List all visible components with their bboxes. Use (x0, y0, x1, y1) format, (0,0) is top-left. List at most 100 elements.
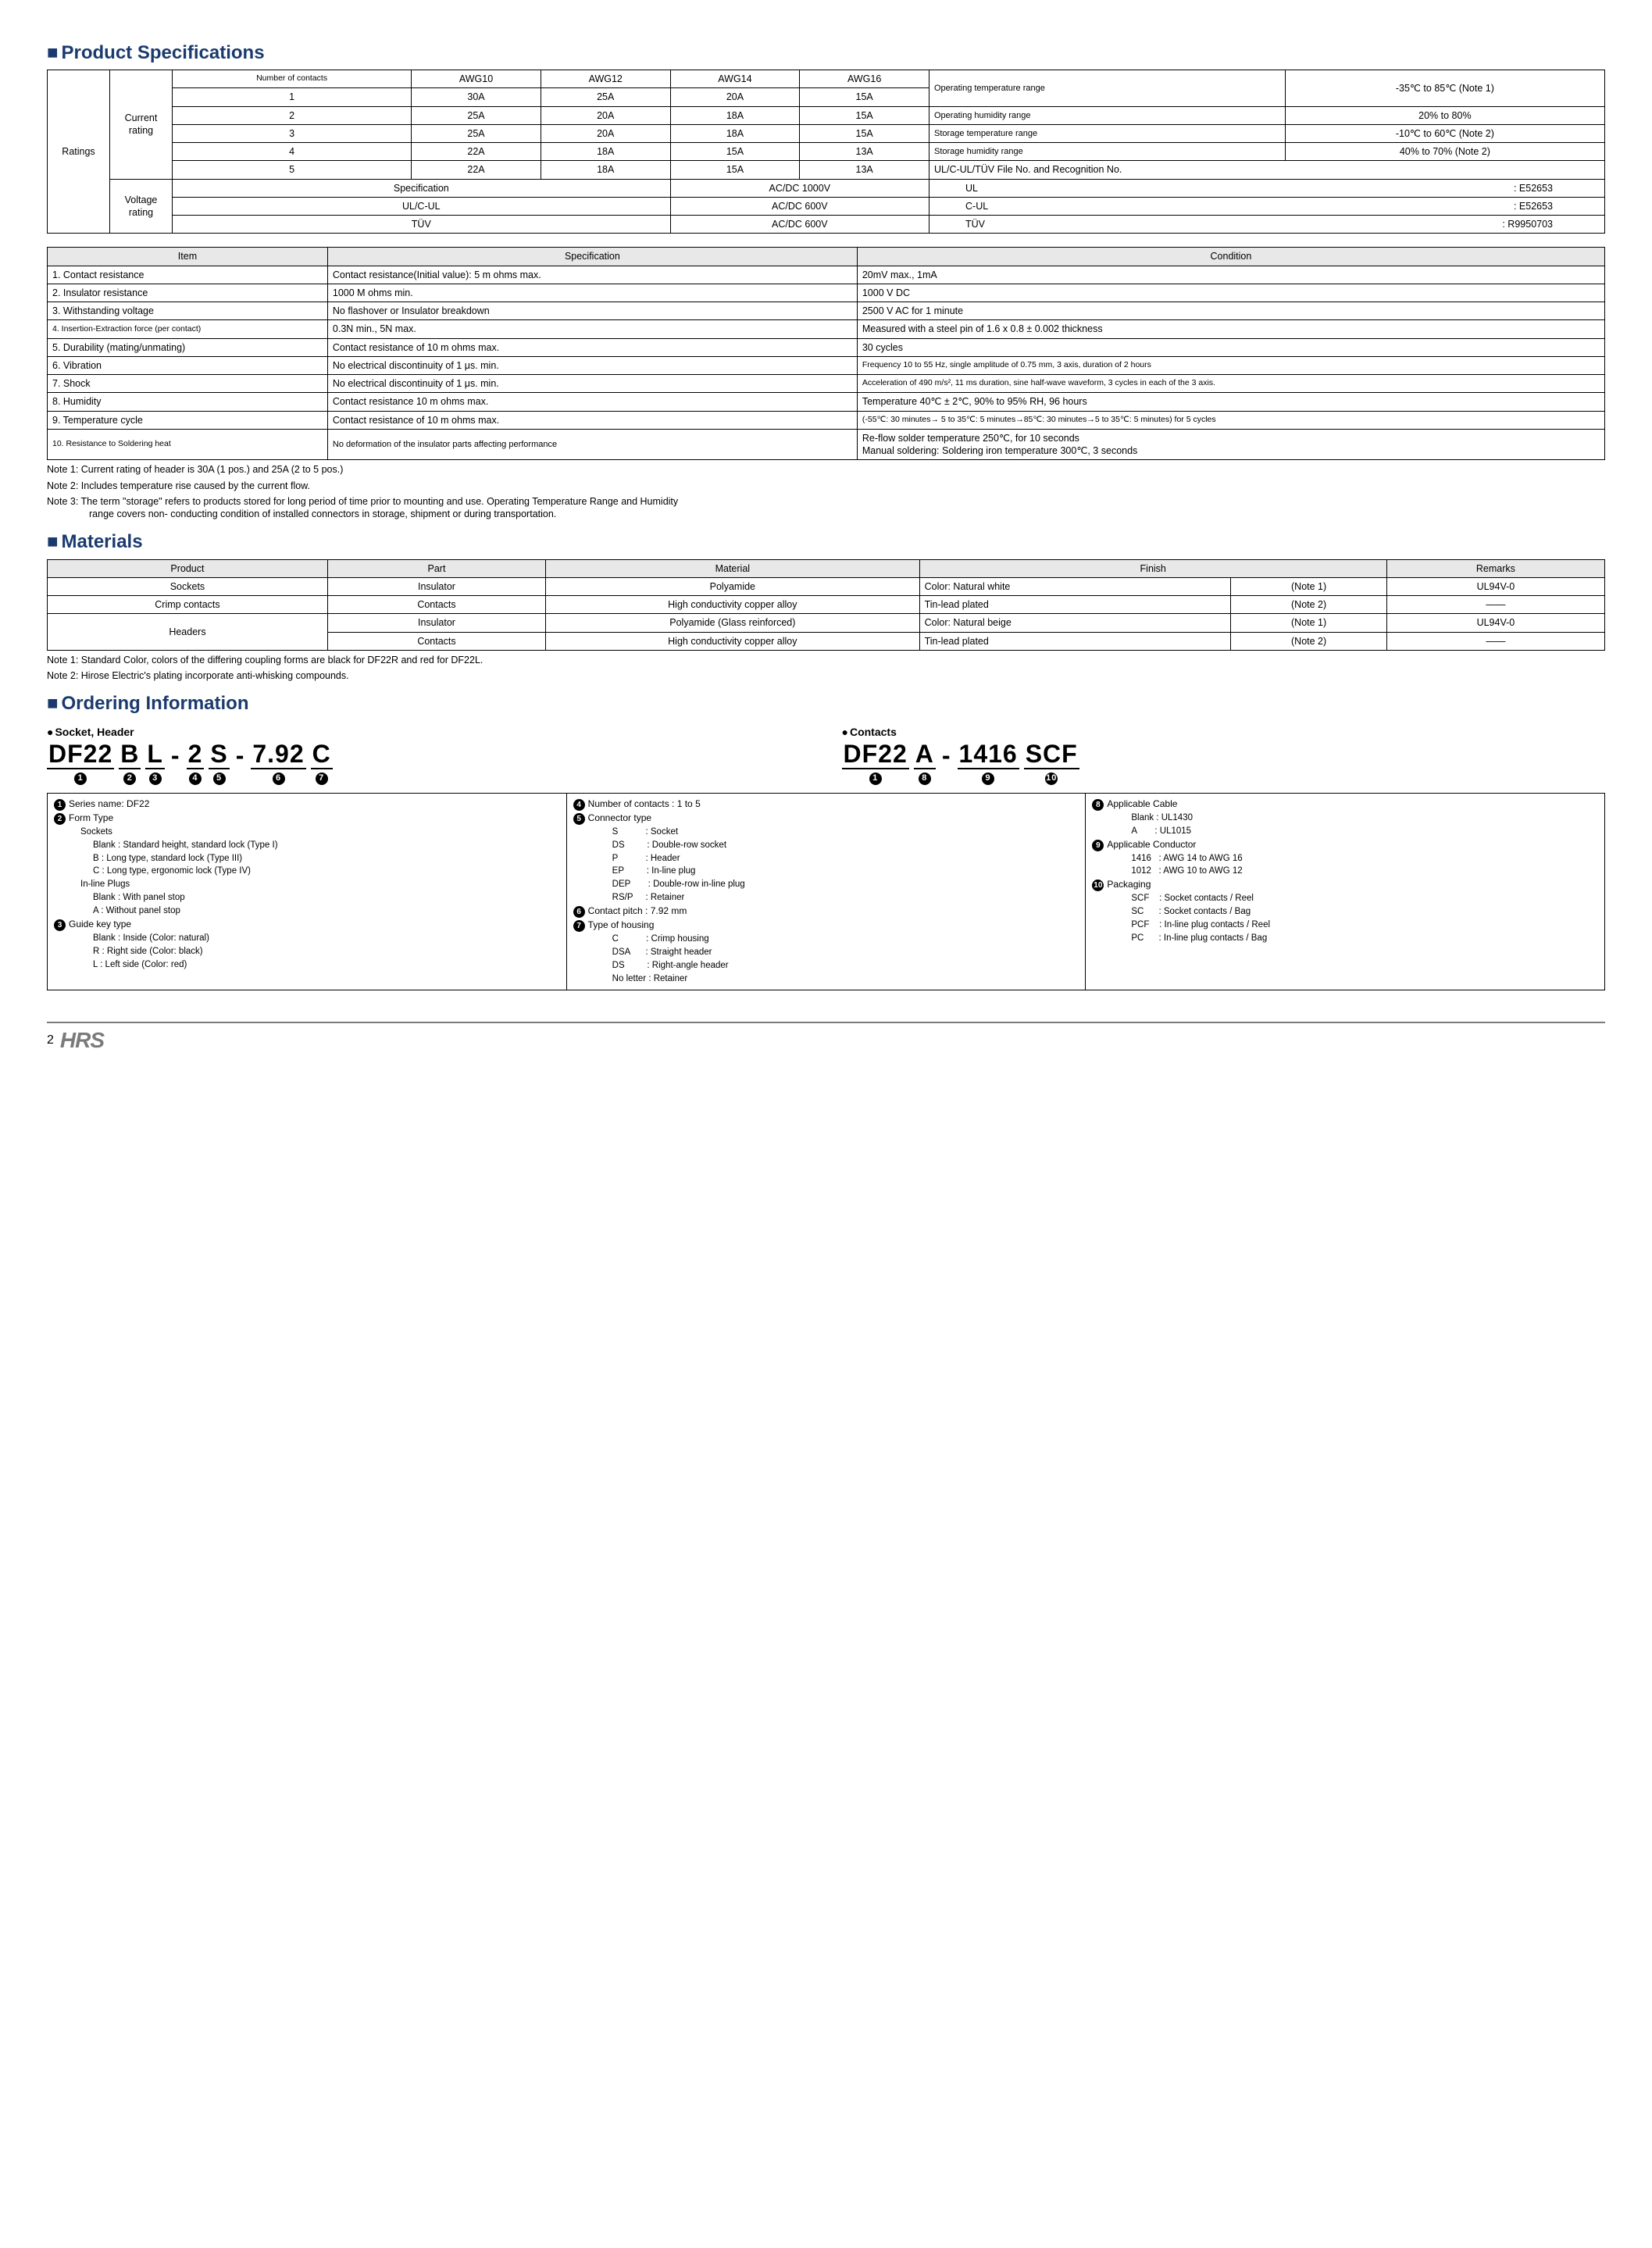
section-ordering: Ordering Information (47, 691, 1605, 715)
ordering-socket-label: Socket, Header (47, 725, 811, 739)
cr-4-a14: 15A (670, 143, 800, 161)
mat-r4-note: (Note 2) (1231, 632, 1386, 650)
mat-r1-prod: Sockets (48, 577, 328, 595)
mat-r3-part: Insulator (327, 614, 545, 632)
cr-4-n: 4 (173, 143, 412, 161)
partno-seg: C7 (311, 741, 333, 785)
spec-note-0: Note 1: Current rating of header is 30A … (47, 463, 1605, 476)
mat-h-product: Product (48, 559, 328, 577)
page-number: 2 (47, 1033, 54, 1049)
spec-cond-7: Temperature 40℃ ± 2℃, 90% to 95% RH, 96 … (857, 393, 1604, 411)
spec-item-0: 1. Contact resistance (48, 266, 328, 284)
mat-r3-rem: UL94V-0 (1386, 614, 1604, 632)
cr-3-a14: 18A (670, 124, 800, 142)
spec-item-1: 2. Insulator resistance (48, 284, 328, 302)
spec-spec-3: 0.3N min., 5N max. (327, 320, 857, 338)
vr-1-b: AC/DC 1000V (670, 179, 929, 197)
ordering-legend: 1Series name: DF222Form TypeSocketsBlank… (47, 793, 1605, 990)
legend-sub2: A : Without panel stop (54, 905, 560, 917)
cr-1-n: 1 (173, 88, 412, 106)
legend-col-3: 8Applicable CableBlank : UL1430A : UL101… (1086, 794, 1604, 990)
mat-h-remarks: Remarks (1386, 559, 1604, 577)
legend-sub: Sockets (54, 826, 560, 838)
section-product-spec: Product Specifications (47, 41, 1605, 65)
spec-spec-0: Contact resistance(Initial value): 5 m o… (327, 266, 857, 284)
partno-seg: A8 (914, 741, 936, 785)
vr-1-c: UL: E52653 (929, 179, 1605, 197)
cr-2-a10: 25A (412, 106, 541, 124)
cr-5-a12: 18A (541, 161, 670, 179)
mat-r2-note: (Note 2) (1231, 596, 1386, 614)
partno-seg: DF221 (47, 741, 114, 785)
legend-sub2: 1416 : AWG 14 to AWG 16 (1092, 853, 1598, 865)
partno-seg: 7.926 (251, 741, 305, 785)
spec-spec-5: No electrical discontinuity of 1 μs. min… (327, 356, 857, 374)
legend-col-1: 1Series name: DF222Form TypeSocketsBlank… (48, 794, 567, 990)
partno-socket: DF221B2L3-24S5-7.926C7 (47, 741, 811, 785)
spec-spec-9: No deformation of the insulator parts af… (327, 429, 857, 460)
mat-r3-prod: Headers (48, 614, 328, 651)
spec-cond-4: 30 cycles (857, 338, 1604, 356)
hdr-awg10: AWG10 (412, 70, 541, 88)
legend-sub2: PC : In-line plug contacts / Bag (1092, 933, 1598, 944)
legend-sub2: DS : Double-row socket (573, 840, 1079, 851)
cr-4-a10: 22A (412, 143, 541, 161)
spec-item-7: 8. Humidity (48, 393, 328, 411)
mat-r2-prod: Crimp contacts (48, 596, 328, 614)
cr-5-a16: 13A (800, 161, 929, 179)
logo-hrs: HRS (60, 1026, 104, 1054)
legend-sub2: No letter : Retainer (573, 973, 1079, 985)
cr-5-a14: 15A (670, 161, 800, 179)
partno-seg: - (940, 743, 953, 785)
legend-sub2: L : Left side (Color: red) (54, 959, 560, 971)
vr-1-a: Specification (173, 179, 671, 197)
spec-h-item: Item (48, 248, 328, 266)
env-ophum-val: 20% to 80% (1285, 106, 1604, 124)
materials-note-2: Note 2: Hirose Electric's plating incorp… (47, 669, 1605, 682)
cr-5-n: 5 (173, 161, 412, 179)
spec-cond-8: (-55℃: 30 minutes→ 5 to 35℃: 5 minutes→8… (857, 411, 1604, 429)
spec-item-6: 7. Shock (48, 375, 328, 393)
legend-sub2: R : Right side (Color: black) (54, 946, 560, 958)
cr-2-a14: 18A (670, 106, 800, 124)
mat-r2-rem: ―― (1386, 596, 1604, 614)
partno-seg: L3 (145, 741, 165, 785)
mat-r3-mat: Polyamide (Glass reinforced) (546, 614, 920, 632)
partno-seg: 24 (187, 741, 205, 785)
legend-item: 2Form Type (54, 812, 560, 825)
legend-sub2: C : Long type, ergonomic lock (Type IV) (54, 865, 560, 877)
spec-item-8: 9. Temperature cycle (48, 411, 328, 429)
legend-sub2: 1012 : AWG 10 to AWG 12 (1092, 865, 1598, 877)
legend-item: 10Packaging (1092, 879, 1598, 891)
mat-r1-part: Insulator (327, 577, 545, 595)
legend-sub2: S : Socket (573, 826, 1079, 838)
mat-r1-fin: Color: Natural white (919, 577, 1231, 595)
spec-spec-1: 1000 M ohms min. (327, 284, 857, 302)
legend-sub2: A : UL1015 (1092, 826, 1598, 837)
cr-1-a10: 30A (412, 88, 541, 106)
legend-sub2: B : Long type, standard lock (Type III) (54, 853, 560, 865)
partno-seg: DF221 (842, 741, 909, 785)
vr-3-b: AC/DC 600V (670, 216, 929, 234)
env-sttemp-val: -10℃ to 60℃ (Note 2) (1285, 124, 1604, 142)
cr-4-a12: 18A (541, 143, 670, 161)
mat-r2-mat: High conductivity copper alloy (546, 596, 920, 614)
mat-r4-fin: Tin-lead plated (919, 632, 1231, 650)
mat-r1-note: (Note 1) (1231, 577, 1386, 595)
mat-h-material: Material (546, 559, 920, 577)
partno-contacts: DF221A8-14169SCF10 (842, 741, 1606, 785)
ordering-contacts-label: Contacts (842, 725, 1606, 739)
partno-seg: B2 (119, 741, 141, 785)
mat-r1-mat: Polyamide (546, 577, 920, 595)
legend-item: 7Type of housing (573, 919, 1079, 932)
env-sttemp-label: Storage temperature range (929, 124, 1286, 142)
cr-1-a12: 25A (541, 88, 670, 106)
spec-cond-1: 1000 V DC (857, 284, 1604, 302)
vr-2-c: C-UL: E52653 (929, 197, 1605, 215)
legend-sub2: SCF : Socket contacts / Reel (1092, 893, 1598, 905)
mat-h-part: Part (327, 559, 545, 577)
spec-items-table: Item Specification Condition 1. Contact … (47, 247, 1605, 460)
spec-spec-4: Contact resistance of 10 m ohms max. (327, 338, 857, 356)
vr-3-c: TÜV: R9950703 (929, 216, 1605, 234)
spec-note-1: Note 2: Includes temperature rise caused… (47, 480, 1605, 492)
